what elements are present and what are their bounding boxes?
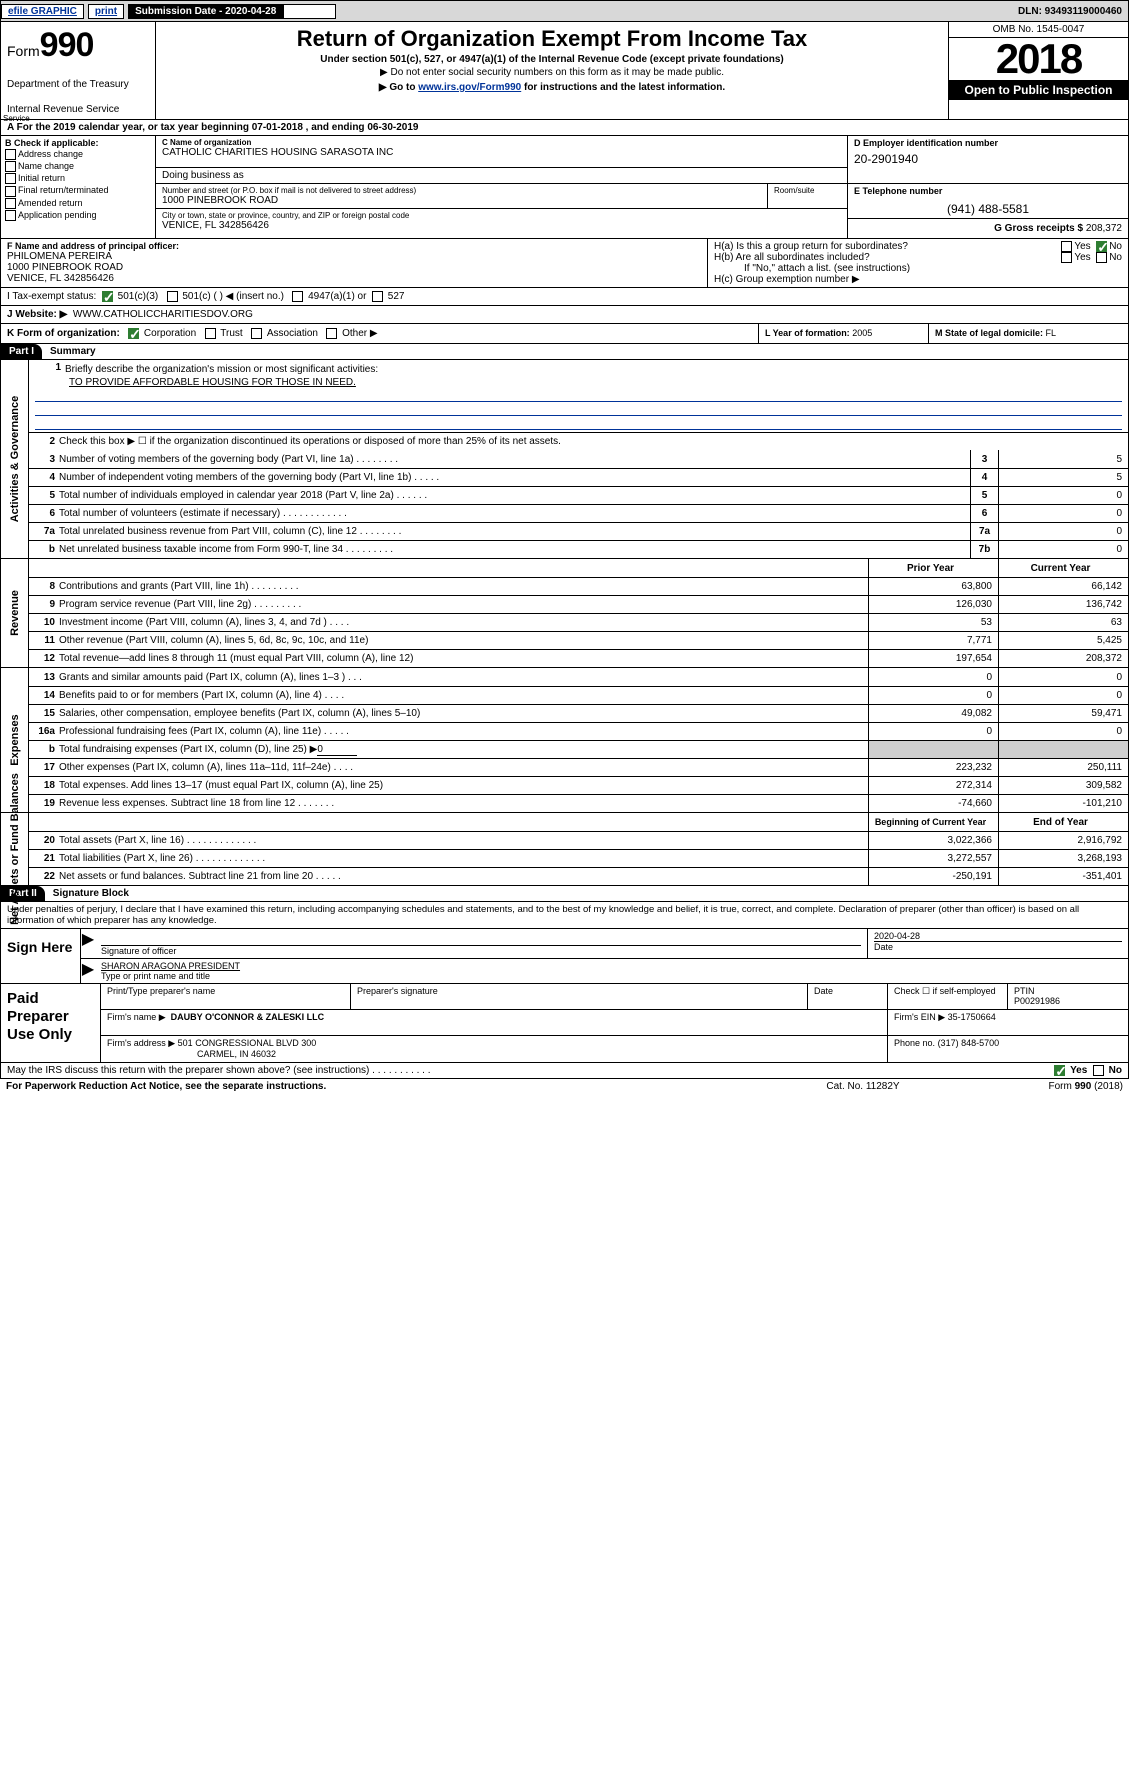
row-a: Service A For the 2019 calendar year, or…: [0, 120, 1129, 136]
chk-name-change[interactable]: Name change: [5, 161, 151, 172]
footer-bottom: For Paperwork Reduction Act Notice, see …: [0, 1079, 1129, 1094]
form-header: Form990 Department of the Treasury Inter…: [0, 22, 1129, 120]
chk-address-change[interactable]: Address change: [5, 149, 151, 160]
b-header: B Check if applicable:: [5, 138, 151, 148]
c-dba: Doing business as: [156, 168, 848, 184]
501c3-checked: [102, 291, 113, 302]
subtitle-2: ▶ Do not enter social security numbers o…: [162, 67, 942, 78]
form-number: 990: [40, 26, 94, 64]
perjury-text: Under penalties of perjury, I declare th…: [0, 902, 1129, 929]
k-form-org: K Form of organization: Corporation Trus…: [1, 324, 758, 343]
arrow-icon: ▶: [81, 959, 95, 983]
row-j: J Website: ▶ WWW.CATHOLICCHARITIESDOV.OR…: [0, 306, 1129, 324]
discuss-yes-checked: [1054, 1065, 1065, 1076]
subtitle-3: ▶ Go to www.irs.gov/Form990 for instruct…: [162, 82, 942, 93]
officer-name: SHARON ARAGONA PRESIDENT: [101, 961, 1122, 971]
vlabel-netassets: Net Assets or Fund Balances: [9, 773, 21, 925]
l-year: L Year of formation: 2005: [758, 324, 928, 343]
summary-sec3: Expenses 13Grants and similar amounts pa…: [0, 668, 1129, 813]
service-text: Service: [3, 114, 30, 123]
e-phone: E Telephone number (941) 488-5581: [848, 184, 1128, 218]
corp-checked: [128, 328, 139, 339]
top-bar: efile GRAPHIC print Submission Date - 20…: [0, 0, 1129, 22]
chk-final-return[interactable]: Final return/terminated: [5, 185, 151, 196]
mission-text: TO PROVIDE AFFORDABLE HOUSING FOR THOSE …: [35, 377, 1122, 388]
website-value: WWW.CATHOLICCHARITIESDOV.ORG: [73, 309, 253, 320]
arrow-icon: ▶: [81, 929, 95, 958]
submission-date-blank: [283, 4, 336, 19]
chk-initial-return[interactable]: Initial return: [5, 173, 151, 184]
part2-header: Part II Signature Block: [0, 886, 1129, 902]
paid-preparer-label: Paid Preparer Use Only: [1, 984, 101, 1062]
sign-here-label: Sign Here: [1, 929, 81, 983]
c-address: Number and street (or P.O. box if mail i…: [156, 184, 848, 238]
print-button[interactable]: print: [88, 4, 124, 19]
part1-header: Part I Summary: [0, 344, 1129, 360]
paid-preparer-block: Paid Preparer Use Only Print/Type prepar…: [0, 984, 1129, 1063]
footer-discuss: May the IRS discuss this return with the…: [0, 1063, 1129, 1079]
g-gross: G Gross receipts $ 208,372: [848, 218, 1128, 238]
ha-no-checked: [1096, 241, 1107, 252]
h-group: H(a) Is this a group return for subordin…: [708, 239, 1128, 287]
summary-sec2: Revenue Prior YearCurrent Year 8Contribu…: [0, 559, 1129, 668]
row-klm: K Form of organization: Corporation Trus…: [0, 324, 1129, 344]
room-suite: Room/suite: [767, 184, 847, 208]
chk-application-pending[interactable]: Application pending: [5, 210, 151, 221]
m-state: M State of legal domicile: FL: [928, 324, 1128, 343]
summary-sec4: Net Assets or Fund Balances Beginning of…: [0, 813, 1129, 886]
c-name: C Name of organization CATHOLIC CHARITIE…: [156, 136, 848, 168]
form-title: Return of Organization Exempt From Incom…: [162, 26, 942, 52]
form-word: Form: [7, 43, 40, 59]
vlabel-expenses: Expenses: [9, 714, 21, 765]
row-i: I Tax-exempt status: 501(c)(3) 501(c) ( …: [0, 288, 1129, 306]
f-officer: F Name and address of principal officer:…: [1, 239, 708, 287]
summary-sec1: Activities & Governance 1Briefly describ…: [0, 360, 1129, 559]
submission-date-label: Submission Date - 2020-04-28: [128, 4, 283, 19]
tax-year-text: A For the 2019 calendar year, or tax yea…: [7, 122, 418, 133]
chk-amended-return[interactable]: Amended return: [5, 198, 151, 209]
vlabel-activities: Activities & Governance: [9, 396, 21, 523]
dln-text: DLN: 93493119000460: [1018, 6, 1128, 17]
efile-link[interactable]: efile GRAPHIC: [1, 4, 84, 19]
open-public: Open to Public Inspection: [949, 80, 1128, 100]
subtitle-1: Under section 501(c), 527, or 4947(a)(1)…: [162, 54, 942, 65]
dept-treasury: Department of the Treasury: [7, 79, 149, 90]
vlabel-revenue: Revenue: [9, 590, 21, 636]
tax-year: 2018: [949, 38, 1128, 80]
sign-block: Sign Here ▶ Signature of officer 2020-04…: [0, 929, 1129, 984]
d-ein: D Employer identification number 20-2901…: [848, 136, 1128, 168]
col-b: B Check if applicable: Address change Na…: [1, 136, 156, 238]
block-bcdeg: B Check if applicable: Address change Na…: [0, 136, 1129, 239]
instructions-link[interactable]: www.irs.gov/Form990: [418, 82, 521, 93]
block-fh: F Name and address of principal officer:…: [0, 239, 1129, 288]
